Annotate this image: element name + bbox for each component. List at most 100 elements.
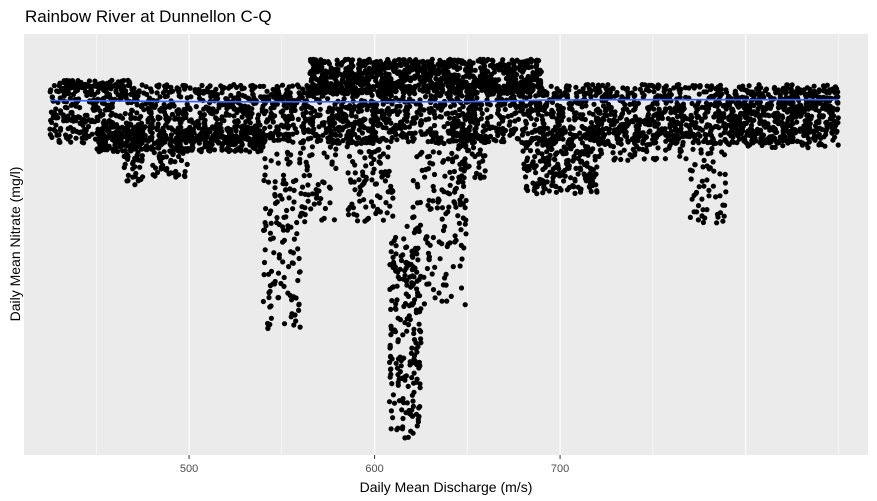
data-point	[412, 130, 418, 136]
data-point	[495, 132, 501, 138]
data-point	[309, 152, 315, 158]
data-point	[425, 250, 432, 256]
data-point	[313, 191, 319, 197]
data-point	[268, 105, 274, 111]
data-point	[693, 120, 699, 126]
data-point	[321, 180, 327, 186]
data-point	[315, 113, 321, 119]
data-point	[600, 82, 606, 88]
data-point	[390, 213, 396, 219]
data-point	[362, 116, 368, 122]
data-point	[168, 132, 174, 138]
data-point	[193, 136, 199, 142]
data-point	[308, 206, 314, 212]
data-point	[392, 305, 398, 311]
data-point	[340, 119, 346, 125]
data-point	[438, 81, 444, 87]
data-point	[410, 178, 416, 184]
data-point	[288, 109, 295, 115]
data-point	[393, 360, 399, 366]
data-point	[298, 210, 304, 216]
data-point	[546, 188, 552, 194]
data-point	[454, 96, 461, 102]
data-point	[571, 156, 577, 162]
data-point	[372, 149, 378, 155]
data-point	[385, 154, 391, 160]
data-point	[374, 67, 380, 73]
data-point	[161, 102, 167, 108]
data-point	[165, 118, 171, 124]
data-point	[451, 100, 457, 106]
data-point	[352, 131, 358, 137]
data-point	[702, 131, 708, 138]
data-point	[263, 223, 269, 229]
data-point	[422, 174, 428, 180]
data-point	[816, 108, 822, 114]
data-point	[411, 356, 417, 362]
data-point	[370, 170, 376, 176]
data-point	[577, 130, 583, 136]
data-point	[166, 125, 172, 131]
data-point	[455, 72, 461, 78]
data-point	[262, 156, 268, 162]
data-point	[146, 115, 152, 121]
data-point	[607, 89, 613, 95]
data-point	[334, 61, 340, 67]
data-point	[563, 146, 569, 152]
data-point	[200, 114, 206, 120]
data-point	[566, 83, 572, 89]
data-point	[399, 407, 405, 413]
data-point	[437, 114, 443, 120]
data-point	[53, 106, 59, 112]
data-point	[480, 56, 486, 62]
data-point	[386, 64, 392, 71]
data-point	[448, 86, 454, 92]
data-point	[310, 119, 316, 125]
data-point	[132, 164, 138, 170]
data-point	[268, 110, 274, 116]
data-point	[470, 145, 477, 151]
data-point	[390, 392, 396, 398]
data-point	[158, 159, 164, 165]
data-point	[390, 254, 396, 260]
data-point	[694, 101, 701, 108]
data-point	[262, 172, 268, 178]
data-point	[513, 76, 519, 82]
data-point	[227, 141, 233, 147]
data-point	[102, 134, 108, 140]
data-point	[683, 122, 689, 128]
data-point	[197, 110, 203, 116]
data-point	[421, 87, 427, 93]
data-point	[261, 96, 267, 102]
data-point	[255, 134, 261, 140]
data-point	[327, 185, 333, 191]
data-point	[413, 340, 419, 346]
data-point	[316, 200, 322, 206]
data-point	[472, 116, 479, 122]
data-point	[625, 92, 631, 98]
data-point	[269, 116, 275, 122]
data-point	[263, 119, 269, 125]
data-point	[370, 84, 376, 90]
data-point	[338, 62, 344, 68]
data-point	[485, 115, 491, 121]
data-point	[405, 263, 411, 269]
data-point	[332, 72, 338, 78]
data-point	[263, 206, 269, 212]
data-point	[284, 207, 290, 214]
data-point	[415, 245, 421, 251]
data-point	[366, 148, 372, 155]
data-point	[746, 83, 752, 89]
data-point	[585, 152, 591, 158]
data-point	[178, 157, 185, 164]
data-point	[575, 155, 581, 162]
data-point	[770, 112, 776, 118]
data-point	[139, 157, 145, 163]
data-point	[534, 104, 540, 110]
data-point	[572, 178, 578, 184]
data-point	[102, 139, 108, 145]
data-point	[507, 132, 513, 138]
data-point	[291, 236, 297, 242]
data-point	[530, 72, 536, 78]
data-point	[123, 95, 129, 101]
